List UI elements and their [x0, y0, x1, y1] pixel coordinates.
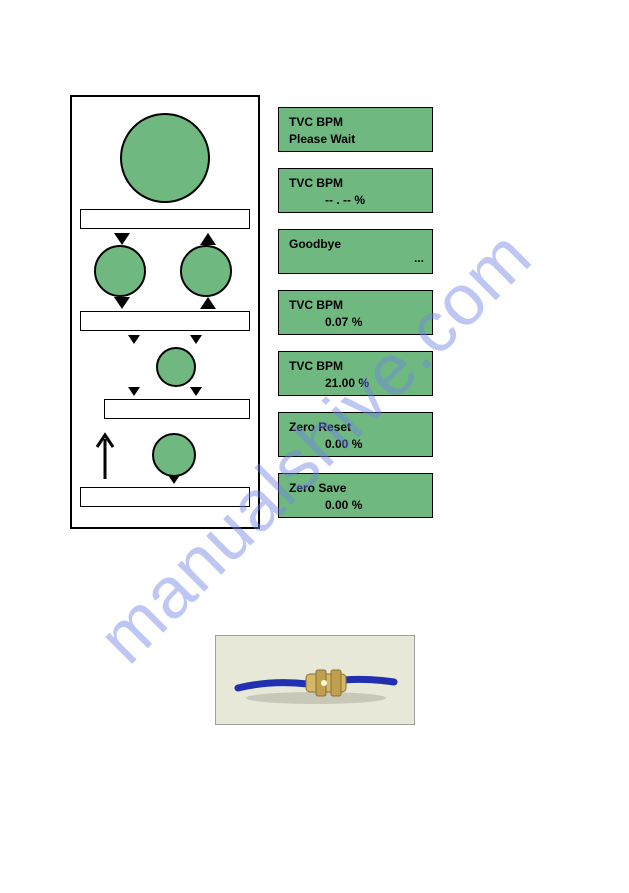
bar-3: [104, 399, 250, 419]
up-arrow-icon: [94, 431, 116, 481]
content-row: TVC BPM Please Wait TVC BPM -- . -- % Go…: [70, 95, 433, 529]
panel-title: TVC BPM: [289, 115, 343, 129]
tri-up-icon: [200, 297, 216, 309]
tri-down-icon: [114, 233, 130, 245]
panel-value: Please Wait: [289, 132, 355, 146]
panel-value: -- . -- %: [289, 192, 422, 209]
tri-down-icon: [114, 297, 130, 309]
flow-diagram: [70, 95, 260, 529]
bar-1: [80, 209, 250, 229]
connector-photo: [215, 635, 415, 725]
row-two-circles: [80, 235, 250, 311]
panel-value: 0.00 %: [289, 497, 422, 514]
panel-title: TVC BPM: [289, 176, 343, 190]
tri-down-icon: [128, 387, 140, 396]
tri-down-icon: [190, 335, 202, 344]
bar-4: [80, 487, 250, 507]
panel-title: Zero Save: [289, 481, 346, 495]
panel-tvc-21: TVC BPM 21.00 %: [278, 351, 433, 396]
tri-down-icon: [190, 387, 202, 396]
panel-title: TVC BPM: [289, 359, 343, 373]
tri-up-icon: [200, 233, 216, 245]
node-circle-large: [120, 113, 210, 203]
node-circle-med-left: [94, 245, 146, 297]
node-circle-small-mid: [156, 347, 196, 387]
panel-tvc-wait: TVC BPM Please Wait: [278, 107, 433, 152]
panel-value: 21.00 %: [289, 375, 422, 392]
bar-2: [80, 311, 250, 331]
row-three-circle: [80, 337, 250, 399]
panel-goodbye: Goodbye ...: [278, 229, 433, 274]
panel-zero-save: Zero Save 0.00 %: [278, 473, 433, 518]
panel-value: 0.07 %: [289, 314, 422, 331]
panel-tvc-dashes: TVC BPM -- . -- %: [278, 168, 433, 213]
node-circle-small-bottom: [152, 433, 196, 477]
panel-title: Goodbye: [289, 237, 341, 251]
panel-title: TVC BPM: [289, 298, 343, 312]
tri-down-icon: [168, 475, 180, 484]
row-four-arrow-circle: [80, 425, 250, 487]
panel-zero-reset: Zero Reset 0.00 %: [278, 412, 433, 457]
panel-tvc-007: TVC BPM 0.07 %: [278, 290, 433, 335]
panel-value: 0.00 %: [289, 436, 422, 453]
status-panels: TVC BPM Please Wait TVC BPM -- . -- % Go…: [278, 95, 433, 518]
panel-dots: ...: [414, 250, 424, 267]
panel-title: Zero Reset: [289, 420, 351, 434]
tri-down-icon: [128, 335, 140, 344]
node-circle-med-right: [180, 245, 232, 297]
